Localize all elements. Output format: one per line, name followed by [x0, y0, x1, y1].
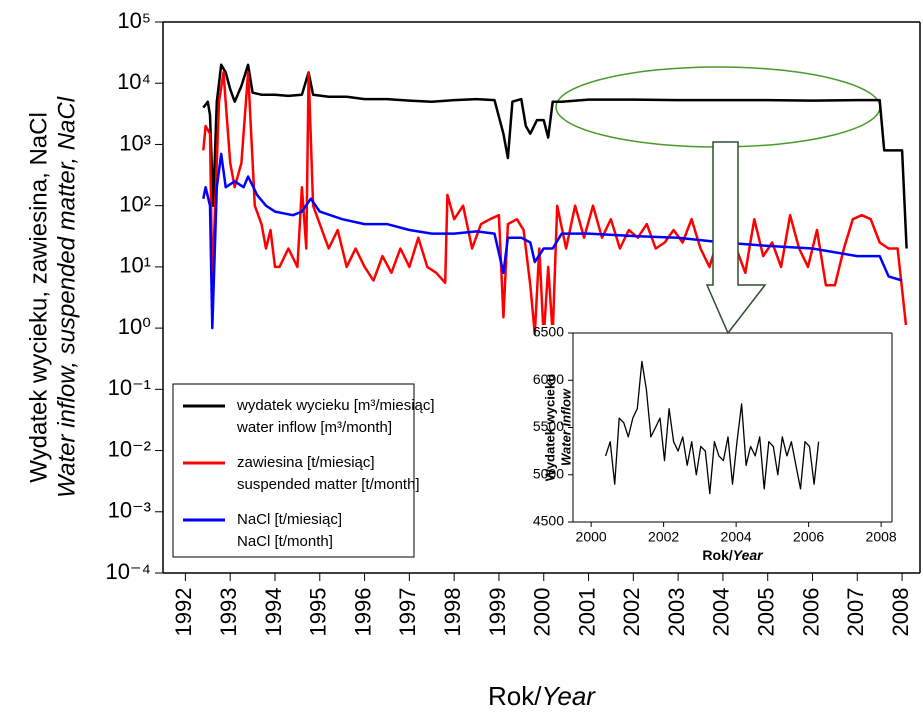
x-tick-label: 1998	[440, 588, 465, 637]
y-tick-label: 5000	[533, 465, 564, 481]
x-tick-label: 2002	[648, 529, 679, 545]
x-tick-label: 1993	[216, 588, 241, 637]
x-tick-label: 1994	[261, 588, 286, 637]
x-axis-label-part: Rok/	[488, 681, 542, 711]
y-tick-label: 10³	[119, 130, 151, 155]
y-tick-label: 6500	[533, 324, 564, 340]
y-tick-label: 10⁻³	[108, 498, 151, 523]
legend-box	[172, 383, 415, 558]
y-axis-label: Wydatek wycieku, zawiesina, NaCl	[25, 112, 52, 483]
x-tick-label: 2001	[574, 588, 599, 637]
legend-label-line: suspended matter [t/month]	[237, 476, 420, 493]
x-tick-label: 2004	[709, 588, 734, 637]
legend-label-line: NaCl [t/miesiąc]	[237, 511, 342, 528]
legend-label-line: NaCl [t/month]	[237, 533, 333, 550]
legend-label-line: water inflow [m³/month]	[236, 419, 392, 436]
x-tick-label: 2006	[793, 529, 824, 545]
x-tick-label: 2008	[866, 529, 897, 545]
legend-label-line: zawiesina [t/miesiąc]	[237, 454, 375, 471]
data-line	[604, 360, 820, 495]
x-tick-label: 1992	[171, 588, 196, 637]
y-tick-label: 6000	[533, 371, 564, 387]
x-tick-label: 1997	[395, 588, 420, 637]
x-tick-label: 2000	[576, 529, 607, 545]
y-axis-label: Wydatek wycieku	[542, 374, 557, 481]
legend-label-line: wydatek wycieku [m³/miesiąc]	[236, 397, 435, 414]
highlight-ellipse	[555, 66, 881, 148]
x-tick-label: 1999	[485, 588, 510, 637]
y-tick-label: 10⁵	[117, 8, 151, 33]
legend-label: NaCl [t/miesiąc] NaCl [t/month]	[237, 511, 342, 550]
x-tick-label: 2004	[721, 529, 752, 545]
y-tick-label: 10⁻¹	[108, 375, 151, 400]
y-axis-label: Water inflow, suspended matter, NaCl	[53, 96, 80, 498]
x-tick-label: 2002	[619, 588, 644, 637]
y-tick-label: 4500	[533, 513, 564, 529]
x-tick-label: 2003	[664, 588, 689, 637]
x-axis-label-part: Rok/	[702, 547, 732, 563]
x-axis-label-part: Year	[541, 681, 596, 711]
data-line	[202, 152, 903, 330]
y-tick-label: 10⁴	[117, 69, 151, 94]
legend-label: zawiesina [t/miesiąc] suspended matter [t…	[237, 454, 420, 493]
data-line	[202, 63, 908, 249]
data-line	[202, 71, 908, 339]
y-tick-label: 10⁻²	[108, 436, 151, 461]
x-tick-label: 2005	[754, 588, 779, 637]
y-tick-label: 5500	[533, 418, 564, 434]
y-axis-label: Water inflow	[558, 388, 573, 466]
x-tick-label: 2000	[530, 588, 555, 637]
legend-label: wydatek wycieku [m³/miesiąc] water inflow…	[236, 397, 435, 436]
x-tick-label: 2007	[843, 588, 868, 637]
x-tick-label: 1995	[306, 588, 331, 637]
x-tick-label: 2006	[798, 588, 823, 637]
x-tick-label: 1996	[350, 588, 375, 637]
inset-background	[538, 325, 918, 570]
x-tick-label: 2008	[888, 588, 913, 637]
x-axis-label: Rok/Year	[702, 547, 764, 563]
arrow	[705, 141, 767, 335]
x-axis-label: Rok/Year	[488, 681, 596, 711]
y-tick-label: 10⁰	[118, 314, 151, 339]
y-tick-label: 10²	[119, 191, 151, 216]
y-tick-label: 10¹	[119, 253, 151, 278]
x-axis-label-part: Year	[733, 547, 764, 563]
y-tick-label: 10⁻⁴	[105, 559, 151, 584]
